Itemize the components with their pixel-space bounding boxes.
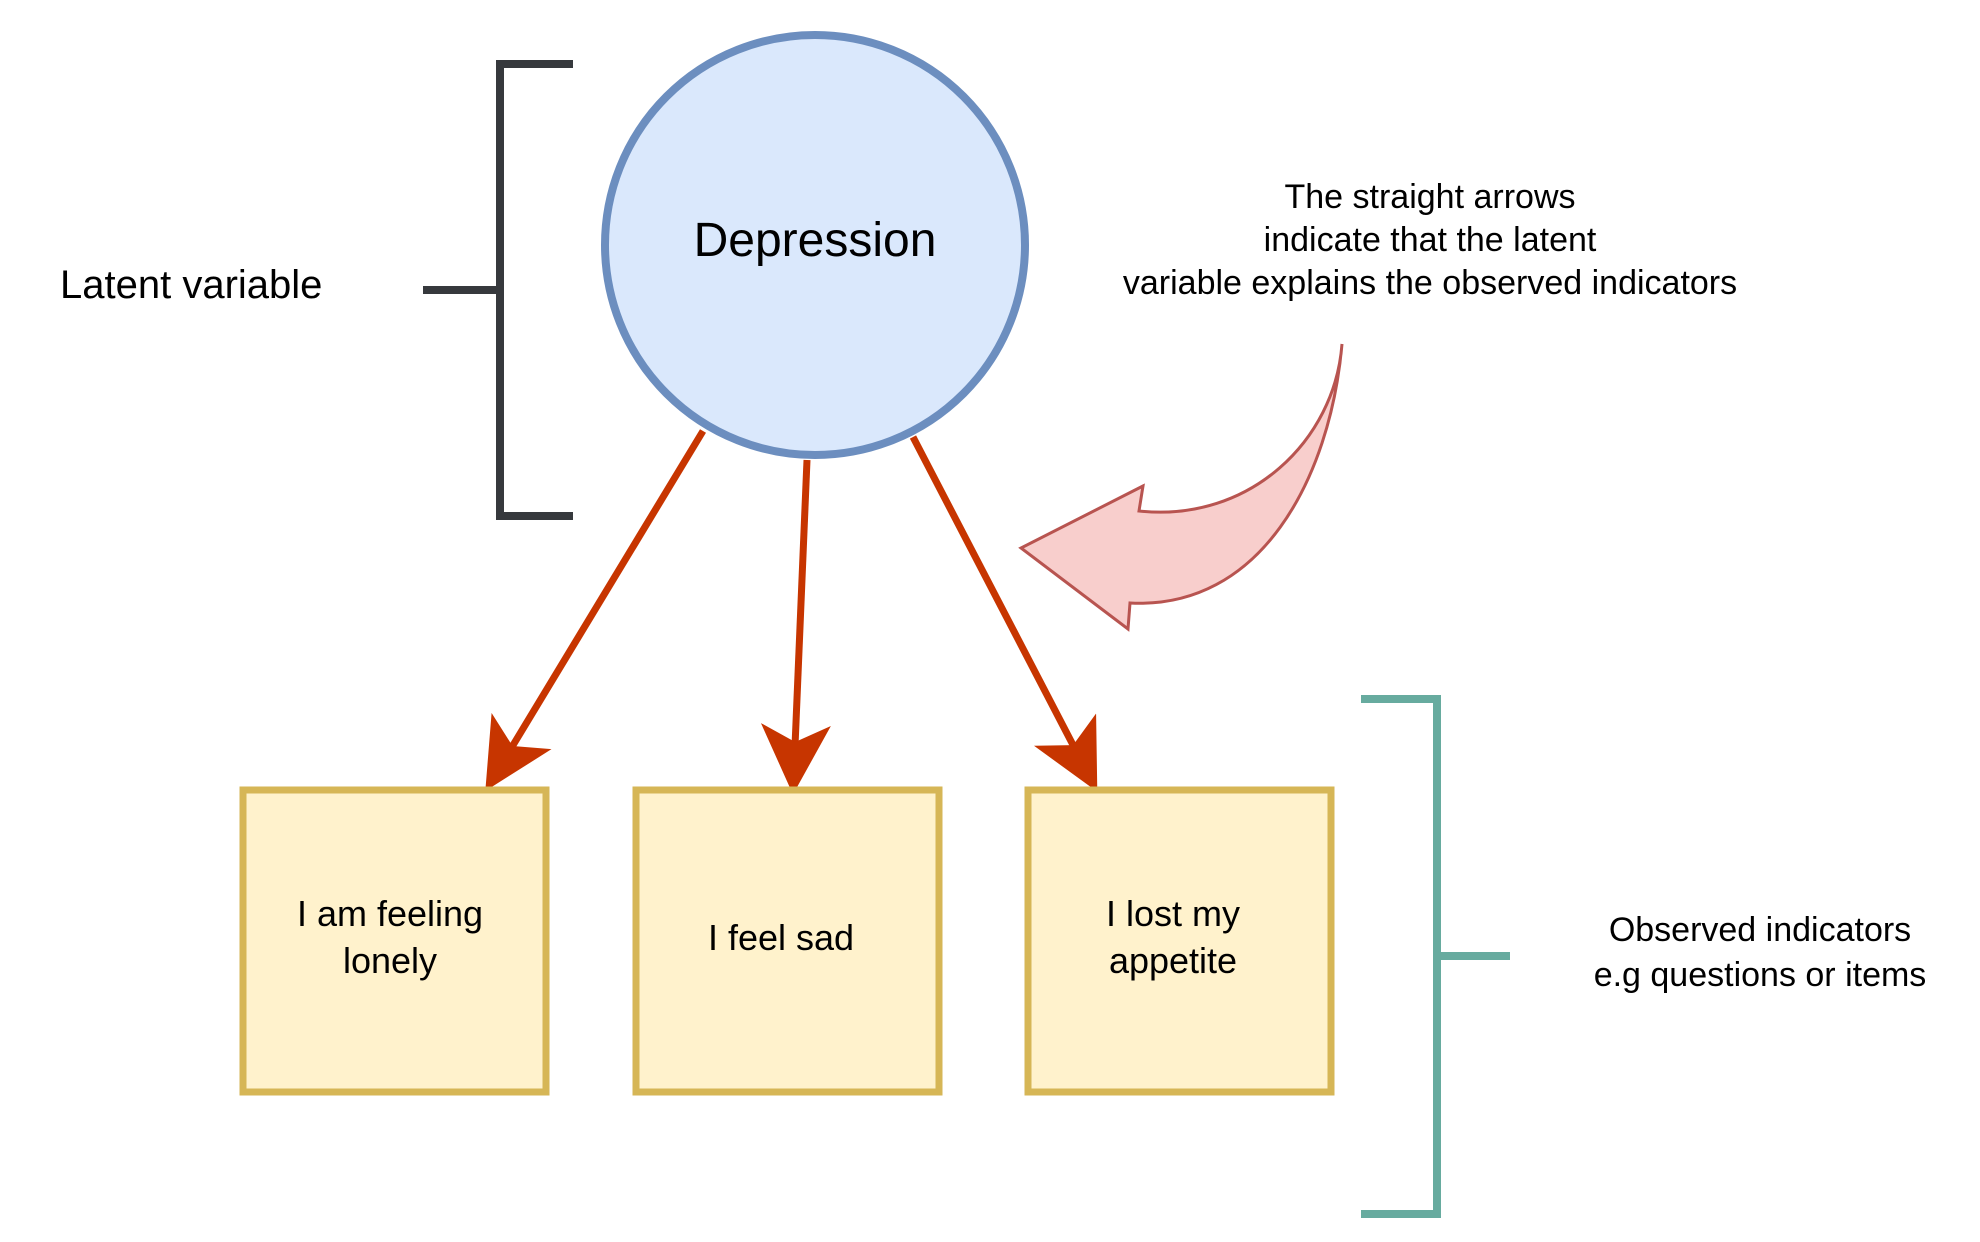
curved-callout-arrow-icon (1018, 343, 1344, 632)
indicator-box-appetite[interactable] (1024, 786, 1335, 1096)
indicator-box-sad[interactable] (632, 786, 943, 1096)
latent-bracket-icon (423, 60, 573, 520)
arrow-to-sad (760, 459, 831, 795)
indicator-label-line: appetite (1108, 940, 1238, 981)
latent-variable-label: Latent variable (60, 263, 323, 307)
indicator-label-appetite: I lost my appetite (1028, 890, 1318, 984)
indicator-label-line: I feel sad (707, 917, 855, 958)
annotation-line: variable explains the observed indicator… (1122, 264, 1738, 302)
annotation-line: indicate that the latent (1263, 221, 1597, 259)
indicator-label-sad: I feel sad (636, 914, 926, 961)
indicator-label-line: I am feeling (296, 893, 484, 934)
annotation-line: The straight arrows (1284, 178, 1576, 216)
observed-indicators-label: Observed indicators e.g questions or ite… (1530, 908, 1980, 998)
indicator-label-line: lonely (342, 940, 438, 981)
observed-bracket-icon (1361, 695, 1510, 1218)
observed-label-line: e.g questions or items (1593, 956, 1927, 994)
indicator-label-lonely: I am feeling lonely (245, 890, 535, 984)
annotation-text: The straight arrows indicate that the la… (1090, 176, 1770, 305)
arrow-to-appetite (909, 435, 1098, 792)
indicator-box-lonely[interactable] (239, 786, 550, 1096)
indicator-label-line: I lost my (1105, 893, 1240, 934)
observed-label-line: Observed indicators (1608, 911, 1912, 949)
depression-node-label: Depression (693, 214, 937, 267)
depression-node[interactable] (601, 31, 1029, 459)
arrow-to-lonely (485, 429, 706, 791)
